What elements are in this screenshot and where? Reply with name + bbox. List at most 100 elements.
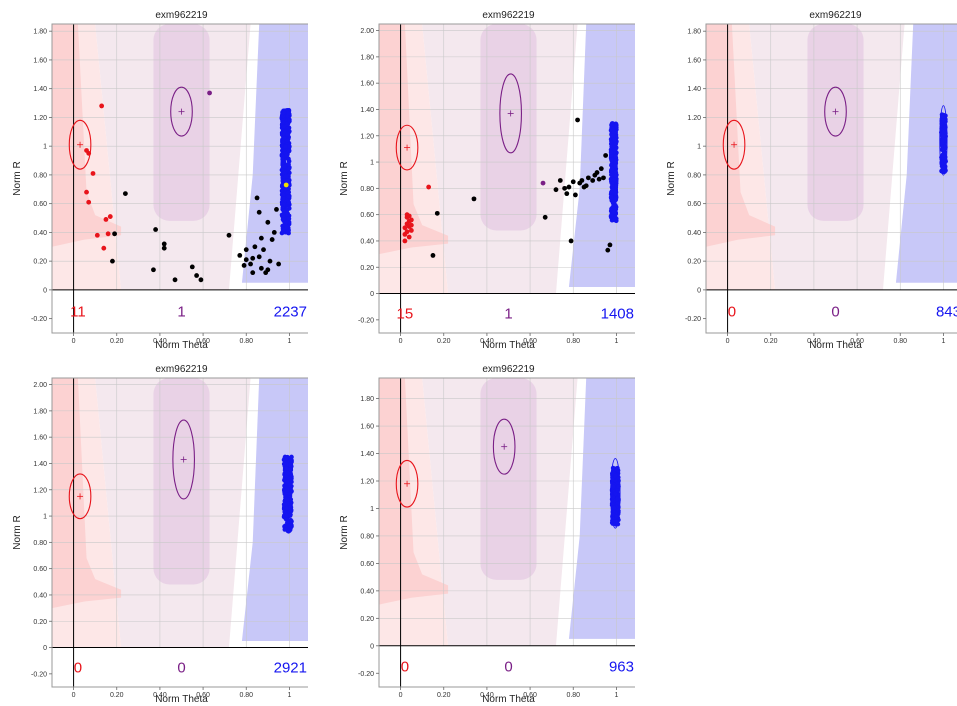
- blue-data-point: [284, 224, 290, 230]
- blue-count-label: 963: [609, 658, 634, 675]
- y-tick-label: -0.20: [685, 316, 701, 323]
- blue-data-point: [288, 508, 294, 514]
- y-tick-label: 1.20: [360, 133, 374, 140]
- black-data-point: [151, 267, 156, 273]
- y-tick-label: 0.40: [33, 230, 47, 237]
- aa-zone: [52, 24, 122, 247]
- blue-data-point: [280, 217, 286, 222]
- blue-data-point: [284, 512, 289, 518]
- black-data-point: [590, 178, 596, 183]
- y-tick-label: 0.20: [360, 265, 374, 272]
- black-data-point: [542, 214, 548, 220]
- black-data-point: [267, 258, 273, 264]
- blue-data-point: [282, 144, 288, 149]
- plot-frame: [51, 23, 308, 334]
- black-data-point: [603, 153, 609, 158]
- red-data-point: [86, 199, 92, 205]
- y-tick-label: 0.60: [360, 561, 374, 568]
- aa-zone: [379, 24, 449, 255]
- red-data-point: [408, 217, 414, 223]
- red-data-point: [90, 171, 96, 176]
- y-tick-label: -0.20: [31, 316, 47, 323]
- blue-data-point: [614, 514, 619, 519]
- blue-data-point: [612, 147, 618, 152]
- blue-data-point: [280, 196, 286, 202]
- blue-data-point: [942, 165, 948, 171]
- scatter-chart-4: exm962219 Norm Theta Norm R 0 0.20 0.40 0.60 0.…: [12, 364, 308, 705]
- black-data-point: [198, 277, 204, 283]
- red-data-point: [406, 213, 412, 219]
- blue-data-point: [285, 487, 290, 493]
- blue-data-point: [610, 126, 616, 132]
- yellow-data-point: [283, 182, 289, 188]
- count-band: [379, 293, 635, 333]
- blue-data-point: [941, 153, 946, 158]
- black-data-point: [564, 191, 570, 197]
- y-tick-label: 0: [43, 287, 47, 294]
- y-tick-label: 0: [43, 645, 47, 652]
- purple-count-label: 0: [504, 658, 512, 675]
- black-data-point: [122, 191, 128, 196]
- plot-frame: [51, 377, 308, 688]
- x-tick-label: 1: [941, 338, 945, 345]
- black-data-point: [276, 261, 282, 267]
- black-data-point: [471, 196, 477, 202]
- x-tick-label: 0: [72, 692, 76, 699]
- red-data-point: [105, 231, 111, 237]
- y-tick-label: 1.80: [33, 29, 47, 36]
- plot-frame: [705, 23, 957, 334]
- scatter-chart-5: exm962219 Norm Theta Norm R 0 0.20 0.40 0.60 0.…: [339, 364, 635, 705]
- blue-data-point: [286, 148, 292, 154]
- blue-data-point: [280, 156, 285, 162]
- y-axis-label: Norm R: [339, 161, 350, 195]
- y-tick-label: 0.40: [360, 238, 374, 245]
- y-tick-label: 0.40: [687, 230, 701, 237]
- plot-area: [379, 24, 635, 333]
- blue-data-point: [285, 194, 291, 199]
- x-tick-label: 0.80: [893, 338, 907, 345]
- blue-data-point: [287, 523, 293, 528]
- black-data-point: [596, 176, 602, 182]
- blue-data-point: [285, 229, 291, 234]
- blue-data-point: [609, 166, 615, 172]
- y-tick-label: 1.80: [33, 408, 47, 415]
- y-tick-label: 0.80: [33, 540, 47, 547]
- y-tick-label: 1.40: [360, 451, 374, 458]
- blue-data-point: [612, 190, 618, 195]
- black-data-point: [189, 264, 195, 270]
- blue-data-point: [284, 153, 289, 158]
- x-axis-label: Norm Theta: [482, 694, 535, 705]
- chart-title: exm962219: [482, 10, 535, 21]
- red-cluster-ellipse: [68, 119, 92, 170]
- black-data-point: [161, 241, 167, 247]
- x-tick-label: 0.40: [480, 692, 494, 699]
- black-data-point: [607, 242, 613, 248]
- blue-data-point: [284, 138, 290, 144]
- black-data-point: [573, 192, 578, 198]
- black-data-point: [153, 227, 159, 232]
- x-tick-label: 0.60: [523, 692, 537, 699]
- y-tick-label: 0.80: [687, 172, 701, 179]
- black-data-point: [605, 247, 611, 253]
- blue-data-point: [615, 500, 621, 506]
- blue-data-point: [611, 484, 616, 490]
- red-data-point: [406, 224, 412, 229]
- blue-data-point: [942, 125, 948, 131]
- blue-data-point: [613, 173, 619, 179]
- red-count-label: 11: [70, 303, 86, 320]
- black-data-point: [265, 219, 271, 225]
- aa-zone: [706, 24, 776, 247]
- y-tick-label: 0.20: [360, 616, 374, 623]
- y-tick-label: 1.40: [687, 86, 701, 93]
- black-data-point: [252, 244, 258, 250]
- y-tick-label: 1.80: [687, 29, 701, 36]
- blue-data-point: [284, 466, 289, 471]
- y-tick-label: 1: [370, 160, 374, 167]
- red-count-label: 15: [397, 305, 414, 322]
- blue-data-point: [608, 194, 614, 200]
- blue-data-point: [941, 130, 946, 135]
- blue-data-point: [282, 527, 288, 532]
- blue-data-point: [285, 479, 290, 485]
- y-tick-label: 1.20: [687, 115, 701, 122]
- red-cluster-ellipse: [68, 473, 92, 520]
